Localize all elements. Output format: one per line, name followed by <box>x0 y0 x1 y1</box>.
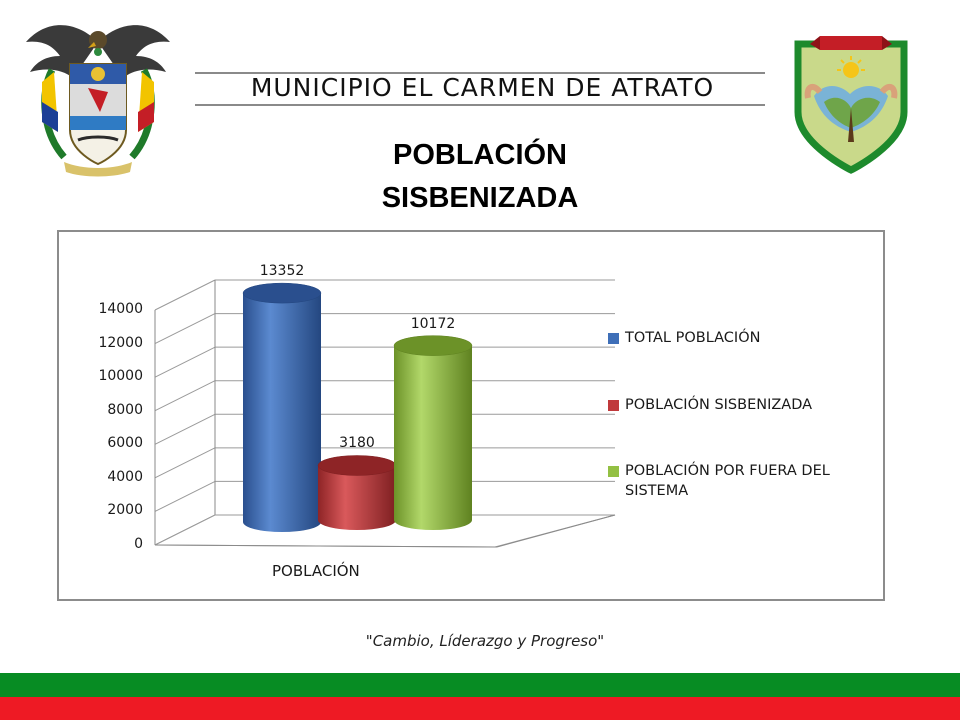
y-tick-label: 12000 <box>98 334 143 351</box>
bar-0-top <box>242 282 322 304</box>
header-rule-top <box>195 72 765 74</box>
y-tick-label: 6000 <box>107 435 143 452</box>
y-tick-label: 14000 <box>98 301 143 317</box>
floor-right-edge <box>496 514 616 548</box>
bar-1-body <box>318 465 396 530</box>
legend-swatch-sisbenizada <box>608 400 619 411</box>
y-tick-label: 4000 <box>107 468 143 485</box>
page-title-line2: SISBENIZADA <box>381 182 579 214</box>
header-rule-bottom <box>195 104 765 106</box>
data-label-1: 3180 <box>339 435 375 452</box>
legend-label-fuera: POBLACIÓN POR FUERA DEL SISTEMA <box>625 461 880 501</box>
municipality-name: MUNICIPIO EL CARMEN DE ATRATO <box>250 73 715 102</box>
slogan: "Cambio, Líderazgo y Progreso" <box>365 632 605 650</box>
data-label-0: 13352 <box>259 263 305 280</box>
colombia-coat-of-arms-icon <box>26 25 170 177</box>
bar-0-body <box>243 293 321 532</box>
x-axis-line <box>154 544 498 548</box>
y-tick-label: 10000 <box>98 368 143 385</box>
gridline-side <box>154 313 216 345</box>
legend-swatch-total <box>608 333 619 344</box>
footer-band-red <box>0 697 960 720</box>
gridline-side <box>154 480 216 512</box>
y-tick-label: 2000 <box>107 502 143 519</box>
gridline-side <box>154 380 216 412</box>
legend-label-total: TOTAL POBLACIÓN <box>625 330 761 346</box>
data-label-2: 10172 <box>410 315 456 332</box>
legend-label-fuera-line2: SISTEMA <box>625 483 689 499</box>
bar-2-top <box>393 335 473 356</box>
gridline-side <box>154 346 216 378</box>
page-title-line1: POBLACIÓN <box>393 139 567 171</box>
gridline-side <box>154 413 216 445</box>
x-category-label: POBLACIÓN <box>272 562 360 580</box>
municipal-shield-icon <box>794 36 908 174</box>
y-tick-label: 0 <box>134 536 143 552</box>
legend-swatch-fuera <box>608 466 619 477</box>
y-tick-label: 8000 <box>107 401 143 418</box>
gridline-side <box>154 447 216 479</box>
legend-label-sisbenizada: POBLACIÓN SISBENIZADA <box>625 397 813 413</box>
legend-label-fuera-line1: POBLACIÓN POR FUERA DEL <box>625 463 830 479</box>
bar-2-body <box>394 345 472 530</box>
bar-1-top <box>317 455 397 476</box>
gridline-side <box>154 279 216 311</box>
footer-band-green <box>0 673 960 697</box>
